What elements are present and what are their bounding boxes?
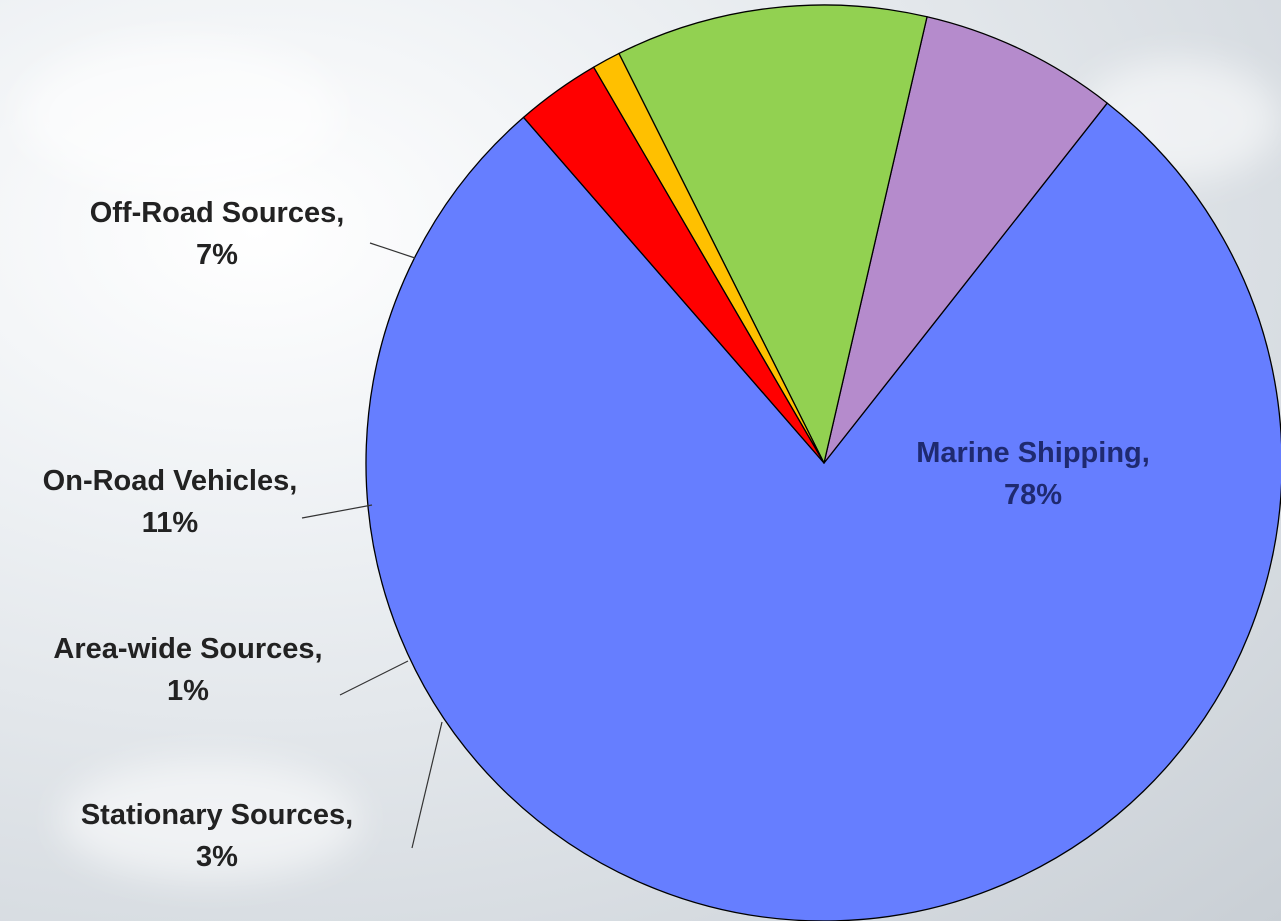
slice-label-name: On-Road Vehicles, <box>43 465 298 497</box>
slice-label: Area-wide Sources, 1% <box>53 633 322 707</box>
slice-label: Stationary Sources, 3% <box>81 799 353 873</box>
leader-line <box>369 242 416 259</box>
slice-label: Off-Road Sources, 7% <box>90 197 345 271</box>
pie-slice-stationary-sources <box>522 66 825 464</box>
cloud-decoration <box>60 760 360 880</box>
slice-label-value: 78% <box>1004 479 1062 511</box>
cloud-decoration <box>20 40 340 190</box>
slice-label-name: Marine Shipping, <box>916 437 1150 469</box>
leader-line <box>301 504 373 519</box>
pie-slices <box>365 4 1281 921</box>
slice-label-value: 7% <box>196 239 238 271</box>
slice-label-name: Stationary Sources, <box>81 799 353 831</box>
leader-line <box>411 721 443 849</box>
slice-label-name: Off-Road Sources, <box>90 197 345 229</box>
leader-line <box>339 660 409 696</box>
slice-label-value: 11% <box>142 507 199 539</box>
slice-labels: Marine Shipping, 78% Off-Road Sources, 7% On… <box>43 197 1150 873</box>
slice-label-name: Area-wide Sources, <box>53 633 322 665</box>
slice-label: On-Road Vehicles, 11% <box>43 465 298 539</box>
slice-label: Marine Shipping, 78% <box>916 437 1150 511</box>
pie-slice-on-road-vehicles <box>618 4 928 464</box>
slice-label-value: 1% <box>167 675 209 707</box>
slice-label-value: 3% <box>196 841 238 873</box>
pie-slice-off-road-sources <box>823 16 1108 464</box>
leader-lines <box>301 242 443 849</box>
